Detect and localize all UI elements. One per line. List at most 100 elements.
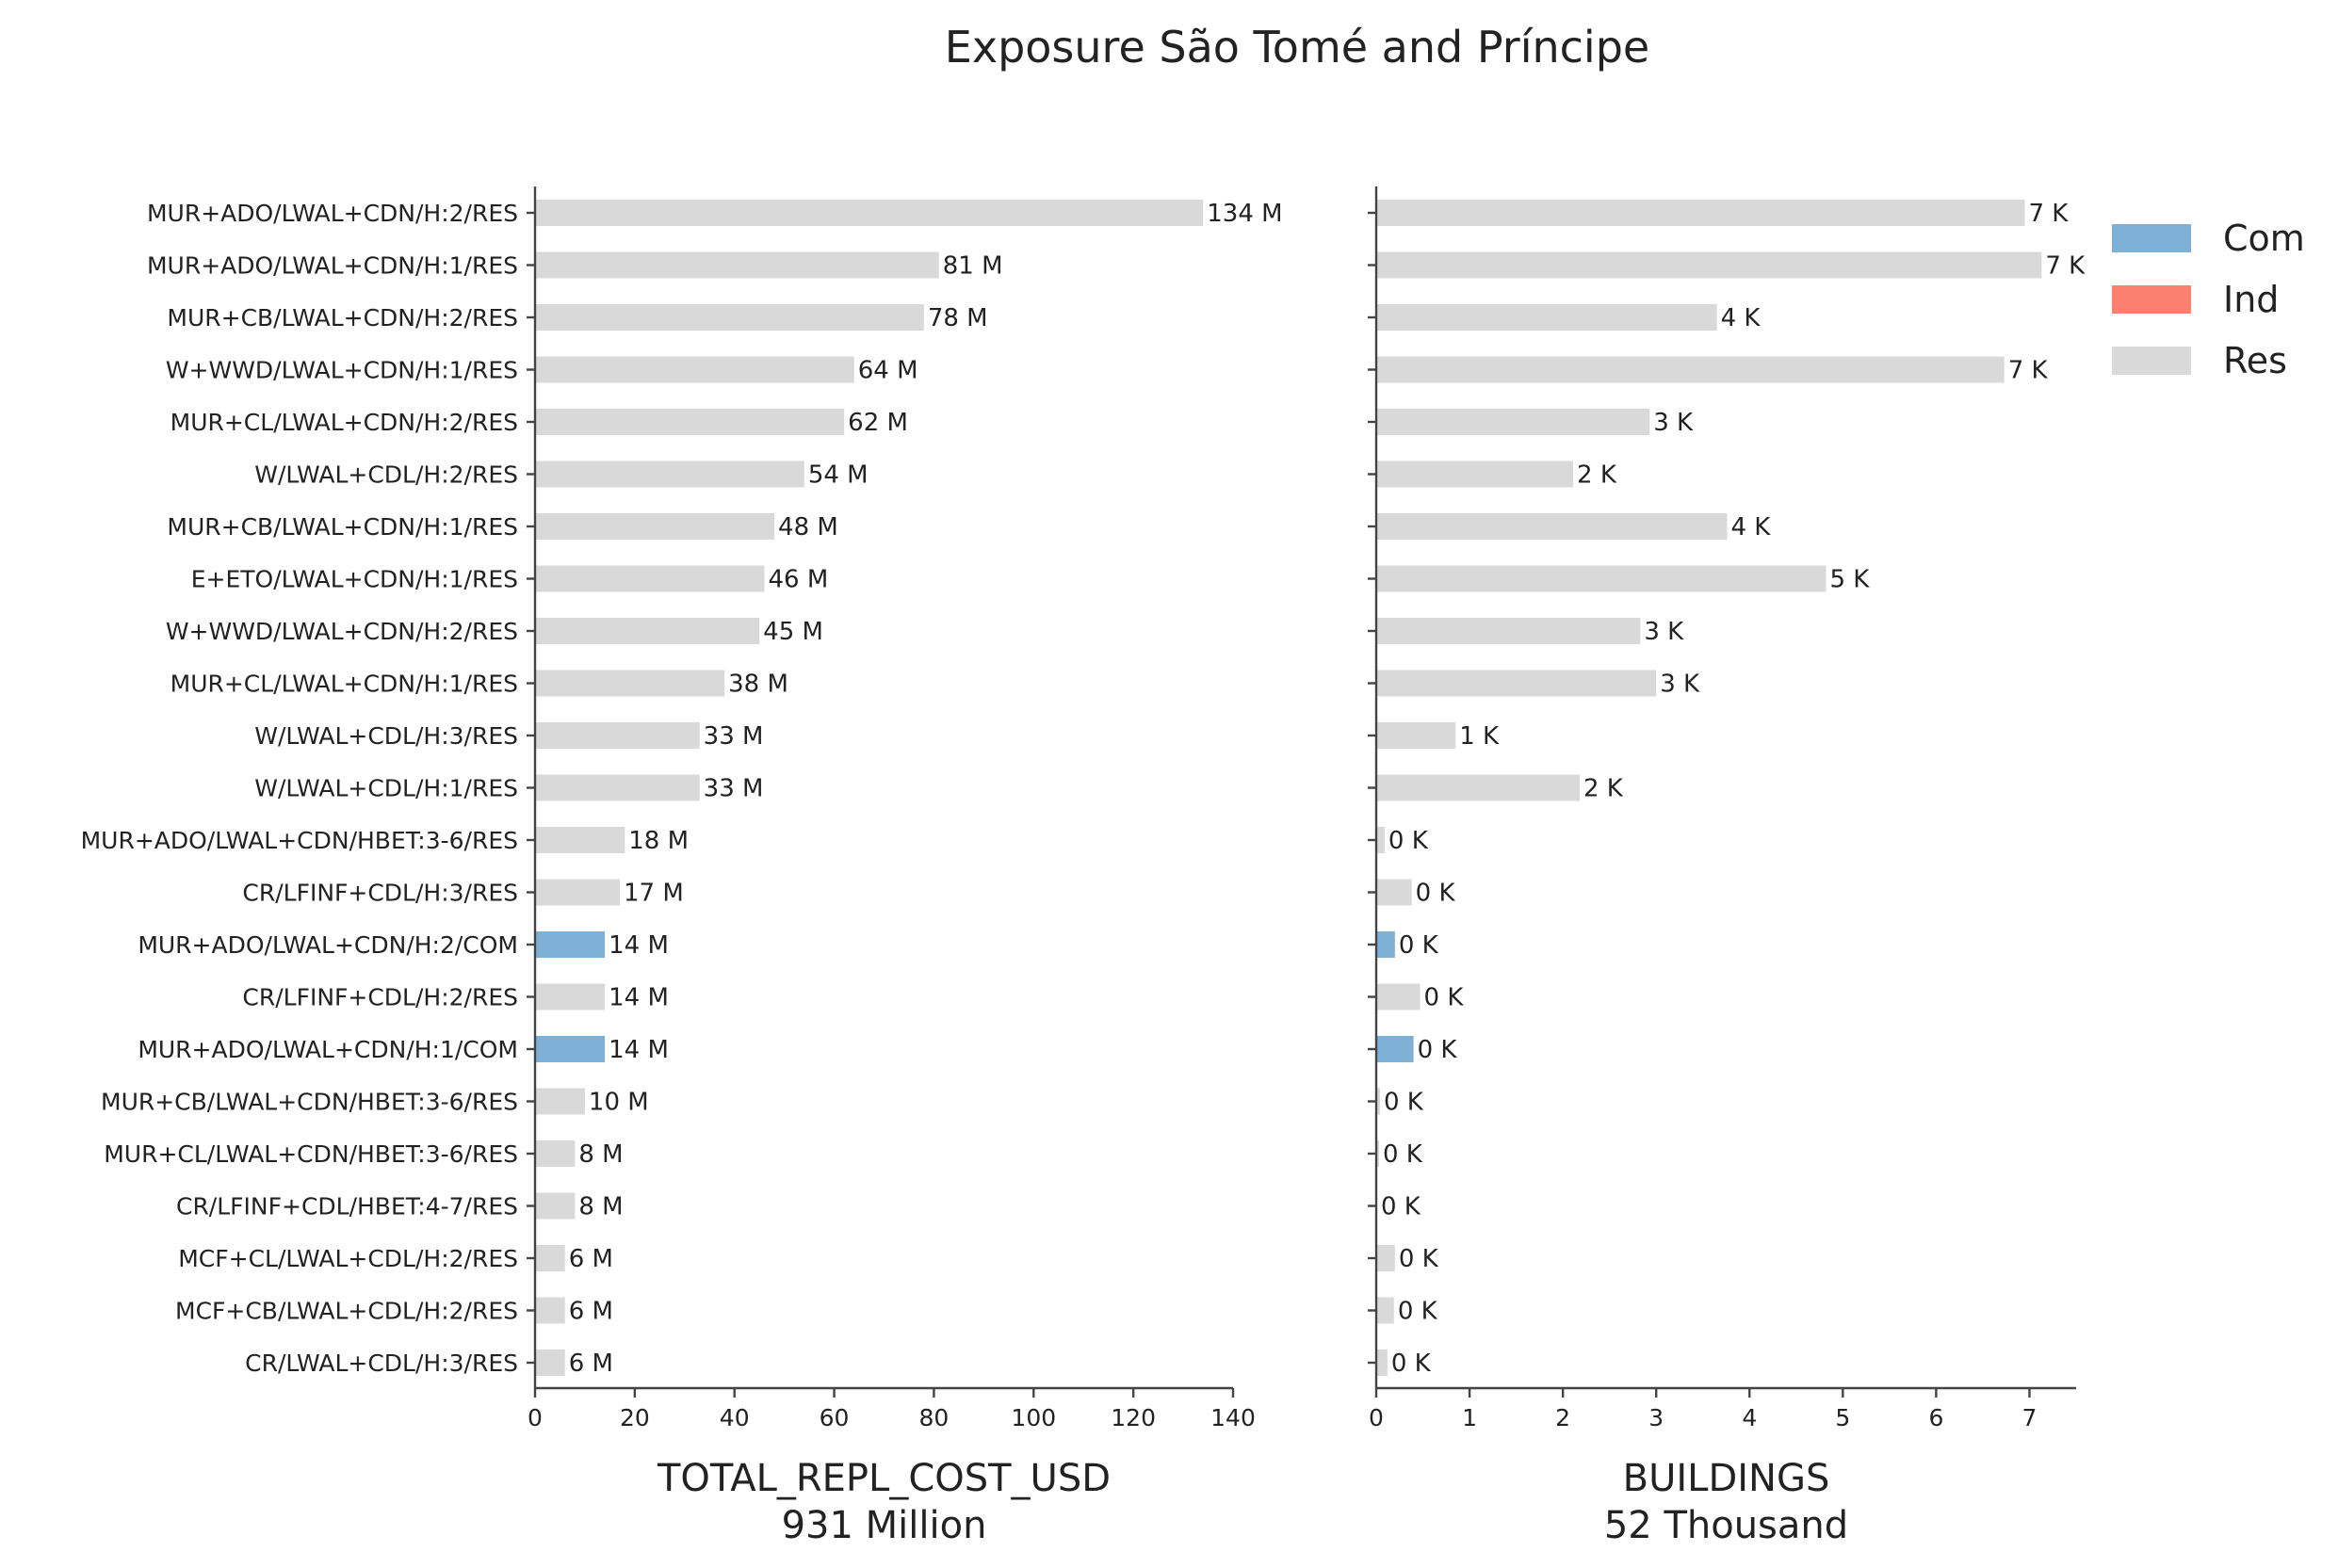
category-label: CR/LWAL+CDL/H:3/RES (245, 1350, 518, 1377)
data-label: 14 M (609, 1036, 669, 1064)
x-tick-label: 6 (1928, 1404, 1943, 1431)
x-axis-label: TOTAL_REPL_COST_USD (657, 1457, 1111, 1500)
x-axis-total: 931 Million (782, 1504, 987, 1547)
bar (535, 931, 606, 958)
bar (535, 513, 775, 540)
data-label: 78 M (928, 304, 988, 332)
bar (535, 304, 924, 331)
bar (1376, 618, 1641, 644)
x-tick-label: 40 (720, 1404, 750, 1431)
data-label: 81 M (943, 252, 1003, 281)
bar (1376, 1245, 1395, 1271)
data-label: 8 M (578, 1193, 623, 1221)
category-label: MUR+CL/LWAL+CDN/HBET:3-6/RES (104, 1140, 518, 1168)
bar (1376, 983, 1421, 1010)
data-label: 134 M (1207, 200, 1282, 228)
data-label: 33 M (704, 722, 764, 751)
category-label: MUR+ADO/LWAL+CDN/H:2/COM (138, 931, 518, 959)
legend-label-com: Com (2223, 218, 2305, 259)
data-label: 48 M (778, 513, 838, 542)
data-label: 0 K (1388, 827, 1429, 855)
data-label: 6 M (569, 1245, 613, 1273)
bar (1376, 409, 1650, 435)
data-label: 0 K (1424, 984, 1465, 1012)
data-label: 0 K (1398, 1298, 1438, 1326)
category-label: MCF+CB/LWAL+CDL/H:2/RES (175, 1298, 518, 1325)
legend-label-res: Res (2223, 340, 2287, 381)
data-label: 10 M (589, 1089, 649, 1117)
category-label: MUR+ADO/LWAL+CDN/H:1/COM (138, 1036, 518, 1063)
category-label: CR/LFINF+CDL/H:2/RES (242, 984, 518, 1011)
bar (1376, 1088, 1380, 1115)
x-tick-label: 5 (1835, 1404, 1850, 1431)
data-label: 18 M (628, 827, 689, 855)
bar (1376, 931, 1395, 958)
panel-cost: 134 M MUR+ADO/LWAL+CDN/H:2/RES 81 M MUR+ADO… (81, 186, 1283, 1547)
category-label: MUR+ADO/LWAL+CDN/H:1/RES (147, 252, 518, 280)
legend-swatch-ind (2112, 285, 2191, 314)
data-label: 7 K (2008, 357, 2049, 385)
bar (535, 1140, 576, 1167)
bar (1376, 722, 1456, 749)
data-label: 7 K (2045, 252, 2086, 281)
bar (535, 461, 804, 488)
bar (535, 565, 765, 592)
data-label: 14 M (609, 931, 669, 960)
x-tick-label: 1 (1462, 1404, 1477, 1431)
bar (1376, 1350, 1388, 1376)
bar (1376, 1140, 1379, 1167)
category-label: MUR+CB/LWAL+CDN/H:2/RES (167, 304, 518, 331)
category-label: MUR+CB/LWAL+CDN/HBET:3-6/RES (101, 1089, 518, 1116)
data-label: 38 M (728, 671, 788, 699)
category-label: MUR+ADO/LWAL+CDN/H:2/RES (147, 200, 518, 227)
category-label: MCF+CL/LWAL+CDL/H:2/RES (178, 1245, 518, 1272)
x-tick-label: 20 (620, 1404, 650, 1431)
data-label: 2 K (1583, 775, 1624, 803)
bar (1376, 670, 1657, 697)
x-tick-label: 3 (1648, 1404, 1664, 1431)
bar (1376, 879, 1412, 906)
category-label: CR/LFINF+CDL/H:3/RES (242, 880, 518, 907)
data-label: 0 K (1383, 1140, 1423, 1169)
data-label: 2 K (1577, 461, 1617, 490)
bar (1376, 461, 1574, 488)
bar (535, 983, 606, 1010)
category-label: W/LWAL+CDL/H:3/RES (254, 722, 518, 750)
data-label: 45 M (763, 618, 823, 646)
data-label: 14 M (609, 984, 669, 1012)
category-label: MUR+CL/LWAL+CDN/H:1/RES (170, 671, 518, 698)
data-label: 8 M (578, 1140, 623, 1169)
data-label: 4 K (1721, 304, 1762, 332)
bar (535, 409, 845, 435)
bar (1376, 513, 1728, 540)
bar (535, 774, 700, 801)
data-label: 0 K (1384, 1089, 1424, 1117)
bar (535, 1245, 565, 1271)
chart-title: Exposure São Tomé and Príncipe (945, 22, 1649, 73)
data-label: 54 M (808, 461, 869, 490)
legend-swatch-com (2112, 224, 2191, 252)
bar (535, 618, 760, 644)
data-label: 3 K (1644, 618, 1684, 646)
legend-swatch-res (2112, 347, 2191, 375)
bar (1376, 1036, 1414, 1062)
bar (1376, 827, 1385, 853)
bar (535, 670, 725, 697)
data-label: 0 K (1416, 880, 1456, 908)
data-label: 0 K (1399, 1245, 1439, 1273)
legend: Com Ind Res (2112, 218, 2305, 381)
x-tick-label: 4 (1742, 1404, 1757, 1431)
bar (535, 827, 625, 853)
x-tick-label: 60 (820, 1404, 850, 1431)
legend-label-ind: Ind (2223, 279, 2279, 320)
data-label: 0 K (1381, 1193, 1421, 1221)
data-label: 0 K (1418, 1036, 1458, 1064)
data-label: 4 K (1730, 513, 1771, 542)
x-tick-label: 0 (528, 1404, 543, 1431)
data-label: 33 M (704, 775, 764, 803)
data-label: 46 M (768, 566, 828, 594)
bar (535, 722, 700, 749)
bar (535, 879, 620, 906)
bar (1376, 1297, 1394, 1324)
data-label: 0 K (1399, 931, 1439, 960)
